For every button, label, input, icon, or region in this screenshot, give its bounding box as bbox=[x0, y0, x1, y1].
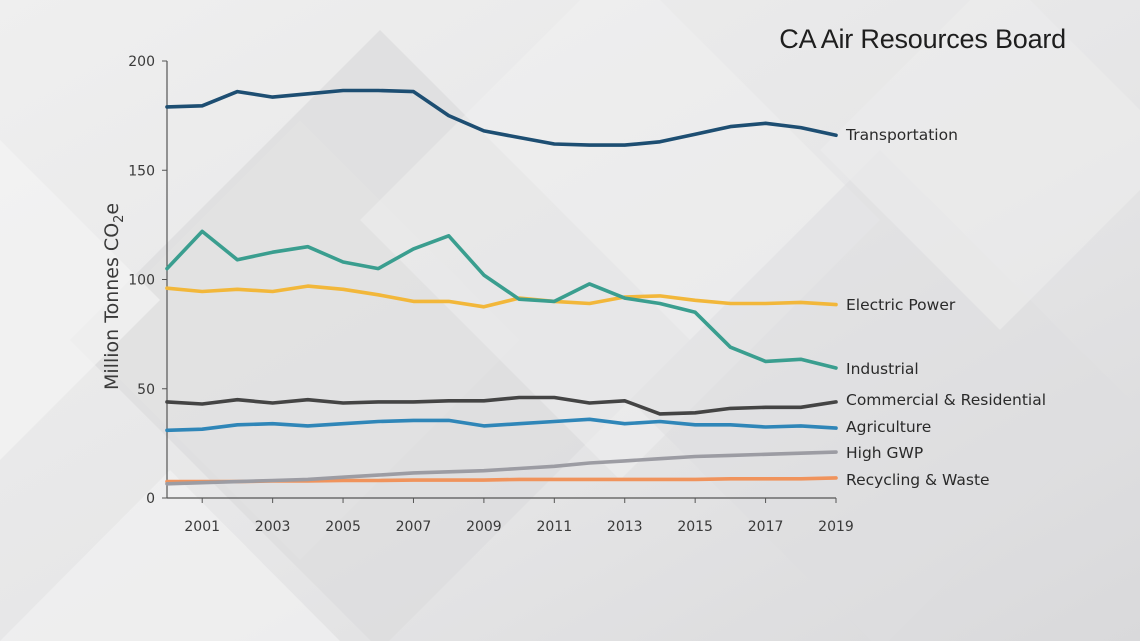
series-line-electric-power bbox=[165, 284, 838, 309]
x-tick-label: 2007 bbox=[396, 519, 432, 535]
x-tick-label: 2011 bbox=[536, 519, 572, 535]
y-tick-label: 50 bbox=[137, 382, 155, 398]
chart-series bbox=[165, 88, 838, 486]
x-tick-label: 2015 bbox=[677, 519, 713, 535]
series-label: Electric Power bbox=[846, 296, 956, 314]
series-label: High GWP bbox=[846, 444, 923, 462]
source-title: CA Air Resources Board bbox=[779, 24, 1066, 54]
y-tick-label: 150 bbox=[128, 163, 155, 179]
series-label: Agriculture bbox=[846, 418, 931, 436]
series-label: Commercial & Residential bbox=[846, 391, 1046, 409]
series-labels: Recycling & Waste High GWP Agriculture Comm… bbox=[845, 126, 1046, 489]
series-label: Transportation bbox=[845, 126, 958, 144]
x-tick-label: 2001 bbox=[184, 519, 220, 535]
y-tick-label: 100 bbox=[128, 273, 155, 289]
chart-axes: 0 50 100 150 200 2001 2003 2005 2007 2009 2011 2013… bbox=[128, 54, 854, 535]
series-line-transportation bbox=[165, 88, 838, 147]
y-tick-label: 0 bbox=[146, 491, 155, 507]
series-label: Industrial bbox=[846, 360, 919, 378]
series-label: Recycling & Waste bbox=[846, 471, 990, 489]
x-tick-label: 2003 bbox=[255, 519, 291, 535]
x-tick-label: 2009 bbox=[466, 519, 502, 535]
series-line-high-gwp bbox=[165, 450, 838, 486]
y-axis-label: Million Tonnes CO2e bbox=[101, 203, 127, 390]
x-tick-label: 2019 bbox=[818, 519, 854, 535]
x-tick-label: 2005 bbox=[325, 519, 361, 535]
series-line-industrial bbox=[165, 229, 838, 370]
x-tick-label: 2013 bbox=[607, 519, 643, 535]
x-tick-label: 2017 bbox=[748, 519, 784, 535]
series-line-agriculture bbox=[165, 417, 838, 433]
y-tick-label: 200 bbox=[128, 54, 155, 70]
series-line-commercial-residential bbox=[165, 395, 838, 416]
